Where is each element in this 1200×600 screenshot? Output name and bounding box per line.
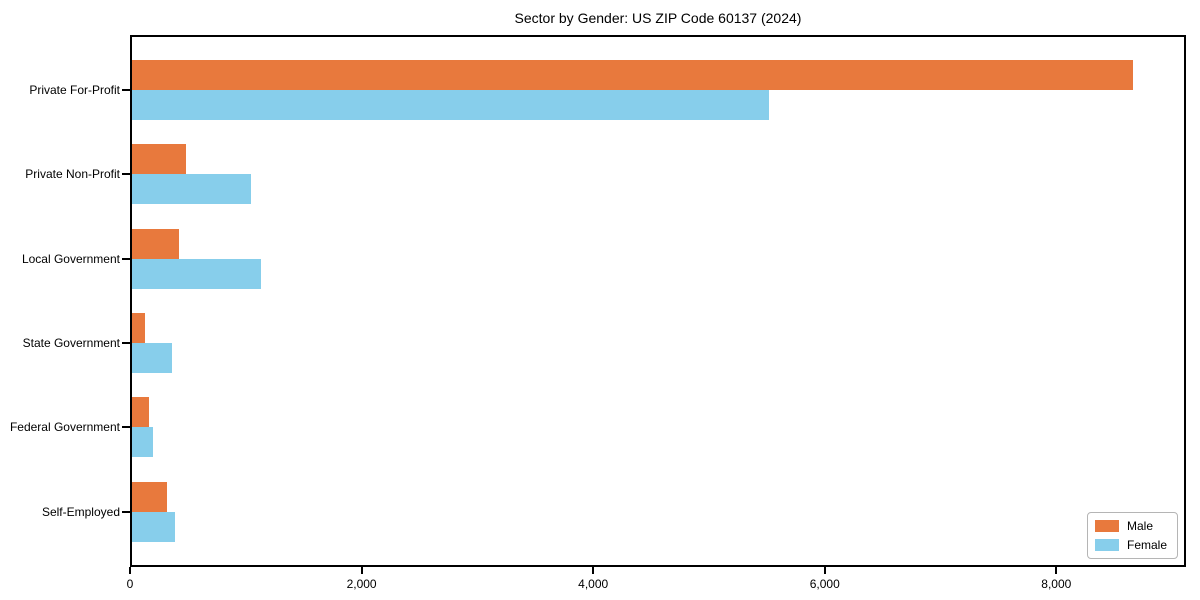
bar-female <box>132 343 173 374</box>
bar-female <box>132 174 252 205</box>
y-axis-tick <box>122 342 130 345</box>
bar-female <box>132 511 175 542</box>
y-axis-tick <box>122 426 130 429</box>
bar-female <box>132 427 154 458</box>
legend-label: Female <box>1126 538 1167 552</box>
chart-row: Local Government <box>22 217 1184 301</box>
chart-row: Private Non-Profit <box>25 132 1184 216</box>
y-axis-category-label: Federal Government <box>9 420 120 435</box>
legend: Male Female <box>1086 512 1178 559</box>
legend-swatch <box>1094 539 1119 551</box>
x-axis-tick-mark <box>129 567 131 574</box>
x-axis-tick-label: 4,000 <box>578 577 609 591</box>
bar-male <box>132 313 145 344</box>
x-axis-tick-label: 2,000 <box>346 577 377 591</box>
bar-male <box>132 481 167 512</box>
x-axis: 0 2,000 4,000 6,000 8,000 <box>126 567 1186 597</box>
bar-female <box>132 90 769 121</box>
y-axis-category-label: State Government <box>22 336 120 351</box>
chart-row: Private For-Profit <box>29 48 1184 132</box>
y-axis-tick <box>122 510 130 513</box>
x-axis-tick-mark <box>1055 567 1058 574</box>
chart-rows: Private For-Profit Private Non-Profit Lo… <box>10 37 1184 565</box>
x-axis-tick-label: 0 <box>126 577 134 591</box>
x-axis-tick-mark <box>592 567 595 574</box>
y-axis-tick <box>122 173 130 176</box>
legend-item: Female <box>1094 538 1167 552</box>
x-axis-tick-mark <box>360 567 363 574</box>
chart-row: State Government <box>23 301 1184 385</box>
y-axis-category-label: Private Non-Profit <box>25 167 120 182</box>
bar-male <box>132 228 180 259</box>
legend-swatch <box>1094 520 1119 532</box>
plot-area: Private For-Profit Private Non-Profit Lo… <box>10 35 1186 567</box>
y-axis-category-label: Local Government <box>21 251 120 266</box>
bar-male <box>132 397 150 428</box>
legend-item: Male <box>1094 519 1167 533</box>
chart-row: Self-Employed <box>42 470 1184 554</box>
chart-row: Federal Government <box>10 385 1184 469</box>
bar-male <box>132 60 1134 91</box>
y-axis-category-label: Private For-Profit <box>29 83 120 98</box>
chart-title: Sector by Gender: US ZIP Code 60137 (202… <box>514 10 802 26</box>
x-axis-tick-mark <box>823 567 826 574</box>
bar-female <box>132 258 261 289</box>
y-axis-tick <box>122 89 130 92</box>
y-axis-category-label: Self-Employed <box>41 504 120 519</box>
y-axis-tick <box>122 257 130 260</box>
x-axis-tick-label: 8,000 <box>1041 577 1072 591</box>
x-axis-tick-label: 6,000 <box>809 577 840 591</box>
bar-male <box>132 144 187 175</box>
legend-label: Male <box>1126 519 1153 533</box>
